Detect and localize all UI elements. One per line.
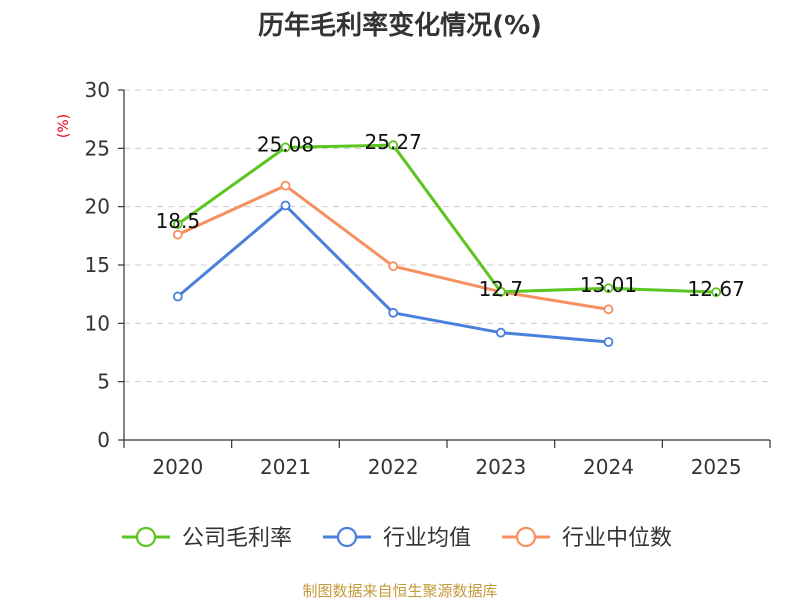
- x-tick-label: 2025: [691, 455, 742, 479]
- data-point[interactable]: [495, 327, 506, 338]
- data-point[interactable]: [172, 291, 183, 302]
- legend-marker: [336, 526, 358, 548]
- data-point[interactable]: [495, 286, 506, 297]
- x-tick-label: 2022: [368, 455, 419, 479]
- y-axis-label: (%): [56, 114, 72, 138]
- legend[interactable]: 公司毛利率 行业均值 行业中位数: [122, 526, 672, 551]
- data-label: 25.27: [365, 130, 422, 154]
- x-tick-label: 2021: [260, 455, 311, 479]
- data-point[interactable]: [603, 283, 614, 294]
- legend-item-1[interactable]: 行业均值: [323, 526, 471, 551]
- legend-label: 公司毛利率: [182, 526, 292, 551]
- x-tick-label: 2023: [475, 455, 526, 479]
- y-tick-label: 15: [85, 253, 110, 277]
- legend-marker: [515, 526, 537, 548]
- y-tick-label: 25: [85, 136, 110, 160]
- data-label: 13.01: [580, 273, 637, 297]
- data-labels: 18.5 25.08 25.27 12.7 13.01 12.67: [156, 130, 745, 301]
- data-point[interactable]: [280, 180, 291, 191]
- source-note: 制图数据来自恒生聚源数据库: [302, 582, 497, 600]
- data-point[interactable]: [603, 304, 614, 315]
- series-line-1: [176, 204, 609, 344]
- legend-label: 行业中位数: [562, 526, 672, 551]
- data-point[interactable]: [388, 261, 399, 272]
- data-point[interactable]: [388, 140, 399, 151]
- data-point[interactable]: [280, 200, 291, 211]
- data-point[interactable]: [603, 337, 614, 347]
- x-tick-label: 2024: [583, 455, 634, 479]
- y-tick-label: 10: [85, 311, 110, 335]
- data-point[interactable]: [172, 229, 183, 240]
- legend-item-2[interactable]: 行业中位数: [502, 526, 672, 551]
- chart-title: 历年毛利率变化情况(%): [258, 10, 542, 41]
- data-label: 12.7: [479, 277, 524, 301]
- data-point[interactable]: [172, 219, 183, 230]
- series-lines: [172, 140, 722, 347]
- y-tick-label: 20: [85, 195, 110, 219]
- y-tick-label: 5: [97, 370, 110, 394]
- y-tick-label: 30: [85, 78, 110, 102]
- legend-marker: [135, 526, 157, 548]
- legend-item-0[interactable]: 公司毛利率: [122, 526, 292, 551]
- grid: [124, 89, 770, 383]
- series-line-0: [176, 143, 717, 294]
- data-point[interactable]: [388, 307, 399, 318]
- data-label: 25.08: [257, 132, 314, 156]
- data-label: 12.67: [688, 277, 745, 301]
- y-tick-label: 0: [97, 428, 110, 452]
- data-point[interactable]: [711, 287, 722, 298]
- legend-label: 行业均值: [383, 526, 471, 551]
- data-point[interactable]: [280, 142, 291, 153]
- x-tick-label: 2020: [152, 455, 203, 479]
- data-label: 18.5: [156, 209, 201, 233]
